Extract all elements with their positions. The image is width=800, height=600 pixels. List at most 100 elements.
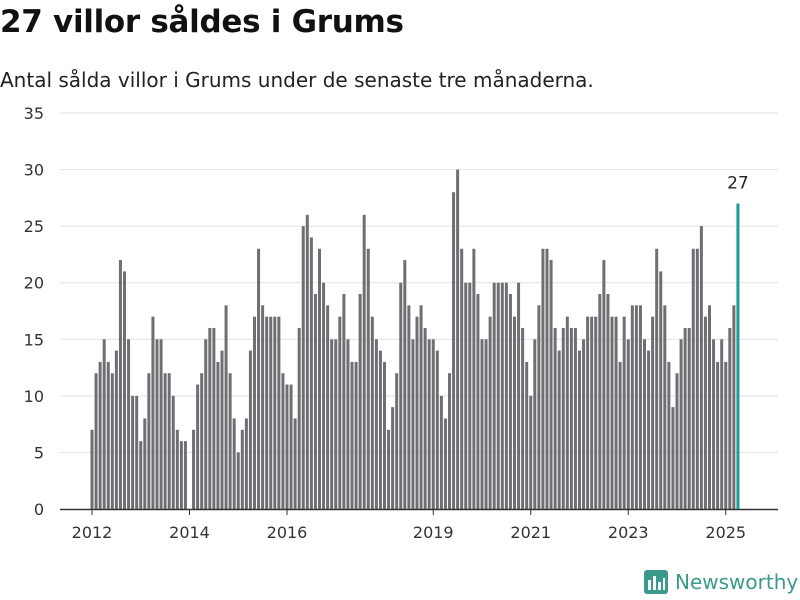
bar: [638, 305, 642, 509]
bar: [334, 339, 338, 509]
bar: [383, 361, 386, 509]
bar: [561, 327, 565, 509]
bar: [618, 361, 622, 509]
bar: [387, 429, 391, 509]
bar: [626, 339, 630, 509]
bar: [452, 192, 456, 509]
y-tick-label: 30: [24, 161, 44, 180]
bar: [671, 407, 675, 509]
x-tick-label: 2025: [705, 523, 746, 542]
bar: [208, 327, 212, 509]
bar: [695, 248, 699, 509]
bar: [106, 361, 110, 509]
bar: [435, 350, 439, 509]
bar: [277, 316, 281, 509]
bar: [354, 361, 358, 509]
x-tick-label: 2012: [72, 523, 113, 542]
bar: [529, 395, 533, 509]
bar: [253, 316, 256, 509]
bar: [504, 282, 508, 509]
bar: [114, 350, 118, 509]
bar: [123, 271, 126, 509]
bar: [553, 327, 557, 509]
bar: [517, 282, 521, 509]
bar: [244, 418, 248, 509]
bar: [366, 248, 370, 509]
bar: [147, 373, 151, 509]
bar: [448, 373, 451, 509]
bar: [228, 373, 232, 509]
bar: [582, 339, 586, 509]
bar: [232, 418, 236, 509]
y-tick-label: 25: [24, 217, 44, 236]
bar: [472, 248, 476, 509]
x-tick-label: 2019: [413, 523, 454, 542]
bar: [594, 316, 598, 509]
bar: [513, 316, 516, 509]
bar: [171, 395, 175, 509]
bar: [236, 452, 240, 509]
bar: [151, 316, 155, 509]
bar: [411, 339, 415, 509]
y-tick-label: 5: [34, 443, 44, 462]
bar: [484, 339, 488, 509]
bar: [257, 248, 261, 509]
bar: [602, 260, 606, 509]
bar: [614, 316, 618, 509]
bar: [159, 339, 163, 509]
bar: [533, 339, 537, 509]
bar: [464, 282, 468, 509]
bar: [297, 327, 301, 509]
bar: [630, 305, 634, 509]
bar: [537, 305, 541, 509]
bar: [399, 282, 403, 509]
x-tick-label: 2016: [267, 523, 308, 542]
bar: [403, 260, 407, 509]
bar: [248, 350, 252, 509]
bar: [313, 294, 317, 509]
bar: [240, 429, 244, 509]
bar: [427, 339, 431, 509]
bar: [220, 350, 224, 509]
x-tick-label: 2023: [608, 523, 649, 542]
bar: [131, 395, 135, 509]
bar: [663, 305, 667, 509]
bar: [301, 226, 305, 509]
bar: [374, 339, 378, 509]
bar: [423, 327, 427, 509]
bar: [728, 327, 732, 509]
bar: [610, 316, 614, 509]
bar: [216, 361, 220, 509]
data-label: 27: [727, 174, 749, 194]
bar: [634, 305, 638, 509]
bar: [521, 327, 525, 509]
bar: [330, 339, 334, 509]
bar: [362, 214, 366, 510]
bar: [508, 294, 512, 509]
bar: [578, 350, 581, 509]
bar: [261, 305, 265, 509]
bar: [492, 282, 496, 509]
bar: [118, 260, 122, 509]
bar: [350, 361, 354, 509]
bar: [322, 282, 326, 509]
bar: [598, 294, 602, 509]
bar: [675, 373, 679, 509]
bar: [667, 361, 671, 509]
bar: [293, 418, 297, 509]
bar: [468, 282, 472, 509]
brand-name: Newsworthy: [675, 570, 799, 594]
bar: [500, 282, 504, 509]
bar: [395, 373, 399, 509]
y-tick-label: 10: [24, 387, 44, 406]
bar: [525, 361, 529, 509]
bar: [724, 361, 728, 509]
bar: [569, 327, 573, 509]
bar: [305, 214, 309, 510]
bar: [496, 282, 500, 509]
bar: [127, 339, 131, 509]
bar: [659, 271, 663, 509]
y-tick-label: 35: [24, 104, 44, 123]
bar: [179, 441, 183, 509]
